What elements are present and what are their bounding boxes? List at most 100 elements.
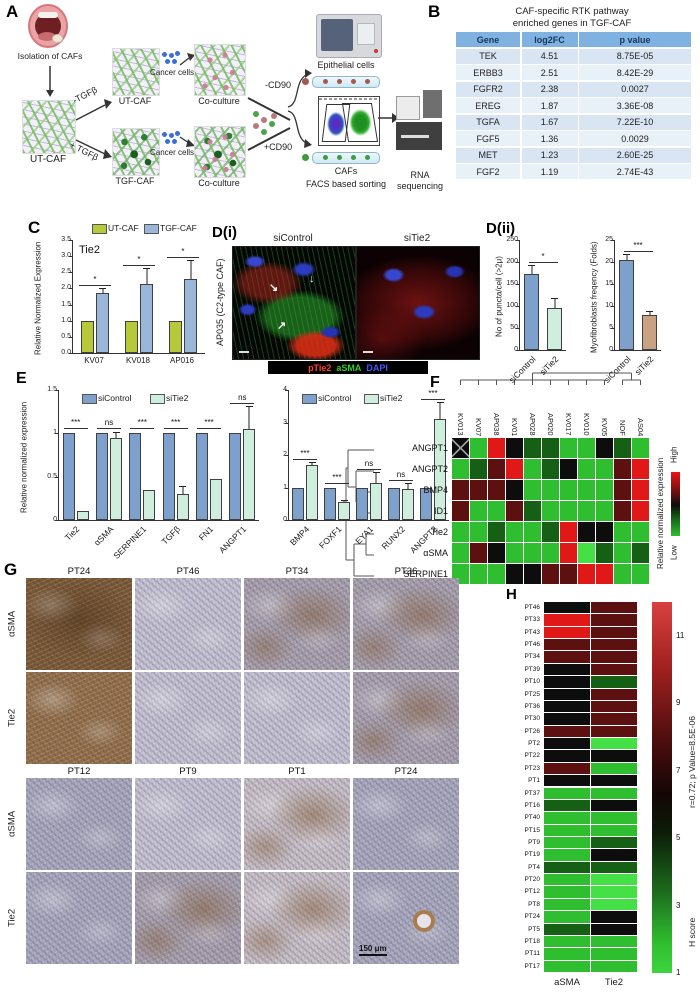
y-tick-label: 250 (506, 236, 518, 243)
hscore-cell (591, 923, 637, 935)
heatmap-cell (578, 438, 595, 458)
hscore-row-label: PT46 (524, 641, 540, 649)
y-tick-label: 200 (506, 258, 518, 265)
epithelial-tube-dots (323, 79, 328, 84)
heatmap-legend-title: Relative normalized expression (656, 457, 665, 569)
error-bar-line (311, 463, 313, 465)
hscore-cell (591, 787, 637, 799)
tumor-lesion (52, 34, 63, 43)
error-bar-line (375, 472, 377, 483)
hscore-row-label: PT19 (524, 851, 540, 859)
plus-cd90-label: +CD90 (263, 142, 293, 152)
heatmap-cell (578, 480, 595, 500)
bar (176, 494, 189, 520)
heatmap-cell (470, 522, 487, 542)
hscore-cell (591, 639, 637, 651)
significance-marker: *** (163, 418, 188, 429)
significance-marker: *** (325, 473, 349, 484)
heatmap-cell (596, 543, 613, 563)
heatmap-cell (470, 501, 487, 521)
ihc-image (26, 778, 132, 870)
hscore-cell (591, 676, 637, 688)
panel-c-label: C (28, 218, 41, 237)
x-axis-label: BMP4 (287, 524, 312, 548)
hscore-cell (591, 738, 637, 750)
ihc-image (244, 672, 350, 764)
y-tick-label: 1 (53, 429, 59, 436)
vessel-structure (413, 910, 435, 932)
table-cell: 2.74E-43 (579, 164, 691, 179)
ihc-row-label: αSMA (6, 610, 18, 638)
heatmap-column-label: NOF (618, 420, 627, 436)
tgf-caf-image (112, 128, 160, 176)
error-bar-line (554, 298, 555, 309)
hscore-column-label: aSMA (554, 977, 580, 988)
bar (547, 308, 562, 350)
y-tick-mark (516, 328, 519, 329)
ihc-image (135, 872, 241, 964)
hscore-cell (591, 911, 637, 923)
facs-plot-title-text (319, 98, 379, 100)
error-bar (646, 311, 653, 315)
hscore-scale-title: H score (687, 917, 697, 947)
epithelial-cell-dot (302, 78, 309, 85)
heatmap-cell (614, 564, 631, 584)
hscore-cell (544, 663, 590, 676)
hscore-row-label: PT1 (528, 777, 540, 785)
hscore-cell (544, 676, 590, 688)
hscore-cell (591, 935, 637, 948)
sicontrol-if-image: ↘ ↓ ↗ (232, 246, 356, 360)
bar (140, 283, 153, 353)
hscore-cell (544, 651, 590, 663)
hscore-cell (591, 775, 637, 787)
hscore-cell (544, 960, 590, 972)
ihc-image (244, 872, 350, 964)
hscore-color-scale (652, 602, 672, 973)
significance-marker: * (123, 255, 155, 267)
ihc-row-label: αSMA (6, 810, 18, 838)
hscore-cell (544, 923, 590, 935)
y-tick-mark (69, 288, 72, 290)
table-cell: FGF2 (456, 164, 520, 179)
error-bar (179, 486, 187, 494)
heatmap-cell (614, 459, 631, 479)
ihc-image (244, 578, 350, 670)
heatmap-cell (578, 564, 595, 584)
legend-swatch (92, 224, 107, 234)
heatmap-cell (614, 501, 631, 521)
hscore-cell (591, 700, 637, 713)
ihc-image (353, 672, 459, 764)
cafs-label: CAFs (334, 166, 358, 176)
heatmap-cell (560, 438, 577, 458)
hscore-row-label: PT37 (524, 789, 540, 797)
error-bar (551, 297, 558, 309)
y-tick-label: 3.0 (61, 252, 71, 260)
heatmap-cell (596, 438, 613, 458)
sitie2-image-title: siTie2 (403, 233, 431, 244)
heatmap-cell (470, 543, 487, 563)
heatmap-cell (488, 543, 505, 563)
hscore-cell (544, 836, 590, 849)
significance-marker: *** (293, 449, 317, 461)
tgf-caf-label: TGF-CAF (115, 176, 155, 186)
ihc-image (26, 872, 132, 964)
colorbar-tick-label: 7 (676, 765, 681, 775)
table-cell: 1.36 (521, 131, 578, 146)
puncta-arrow-icon: ↓ (309, 273, 315, 285)
error-bar (372, 471, 380, 483)
error-bar (112, 432, 120, 438)
caf-tube-dots (323, 155, 328, 160)
cancer-cells-icon (162, 52, 167, 57)
coculture-bottom-image (194, 126, 246, 178)
table-cell: 7.22E-10 (579, 114, 691, 130)
hscore-row-label: PT9 (528, 838, 540, 846)
heatmap-cell (452, 543, 469, 563)
bar (143, 489, 156, 520)
heatmap-cell (506, 522, 523, 542)
panel-a-label: A (6, 2, 19, 21)
table-cell: TGFA (456, 114, 520, 130)
heatmap-cell (452, 480, 469, 500)
ihc-column-header: PT46 (176, 566, 200, 577)
heatmap-cell (560, 522, 577, 542)
bar (338, 502, 350, 520)
